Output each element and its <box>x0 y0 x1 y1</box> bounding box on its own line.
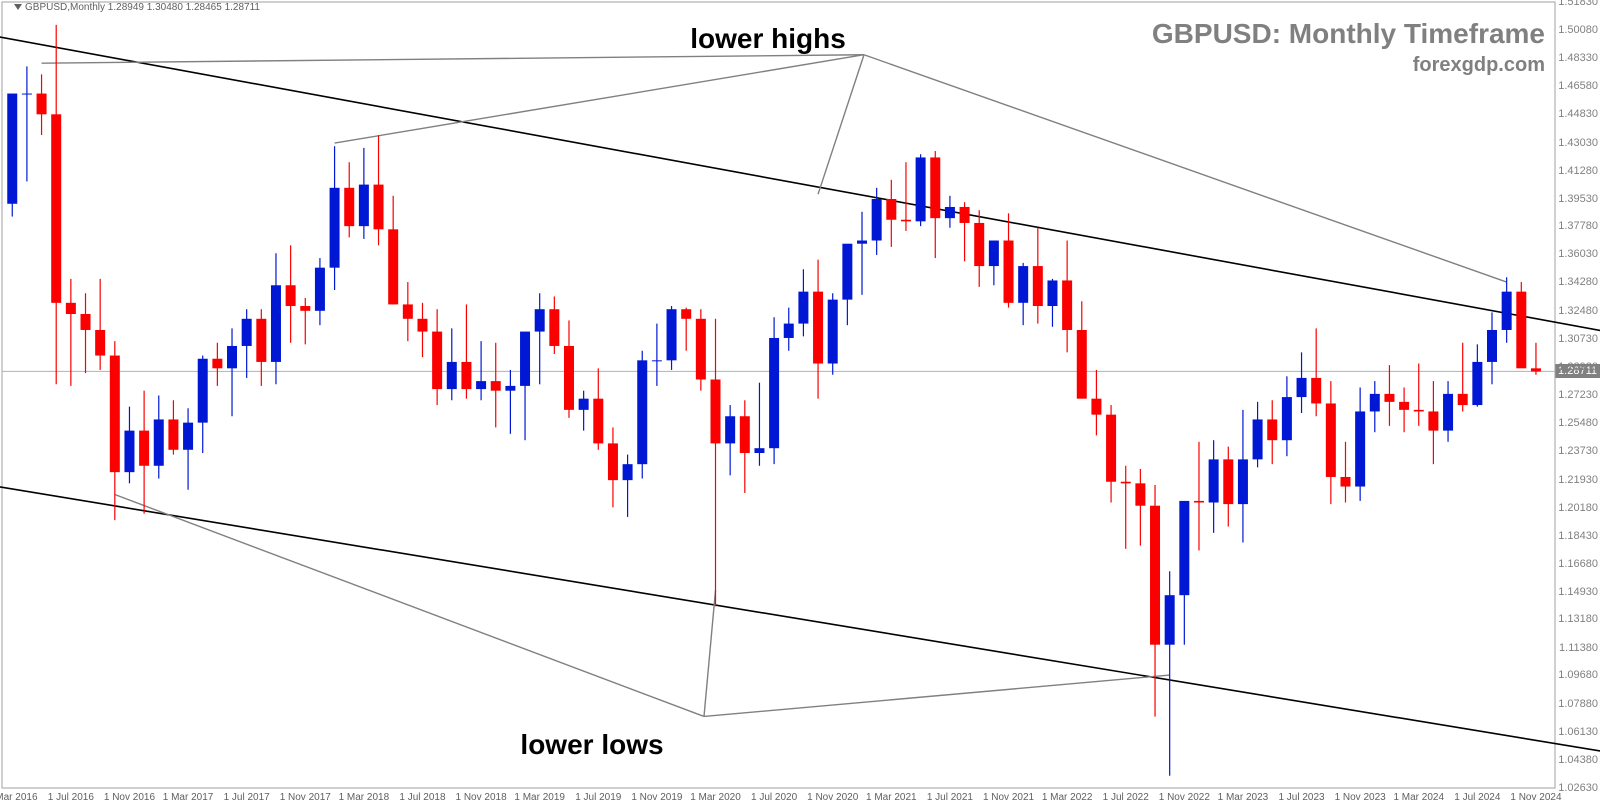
y-axis-tick: 1.41280 <box>1558 165 1598 177</box>
x-axis-tick: 1 Nov 2024 <box>1510 792 1561 803</box>
y-axis-tick: 1.32480 <box>1558 305 1598 317</box>
y-axis-tick: 1.46580 <box>1558 80 1598 92</box>
y-axis-tick: 1.43030 <box>1558 137 1598 149</box>
y-axis-tick: 1.23730 <box>1558 445 1598 457</box>
y-axis-tick: 1.11380 <box>1559 642 1598 654</box>
y-axis-tick: 1.09680 <box>1558 669 1598 681</box>
x-axis-tick: 1 Nov 2017 <box>280 792 331 803</box>
y-axis-tick: 1.36030 <box>1558 248 1598 260</box>
x-axis-tick: 1 Mar 2018 <box>339 792 390 803</box>
x-axis-tick: 1 Jul 2022 <box>1103 792 1149 803</box>
x-axis-tick: 1 Jul 2016 <box>48 792 94 803</box>
y-axis-tick: 1.14930 <box>1558 586 1598 598</box>
x-axis-tick: 1 Nov 2020 <box>807 792 858 803</box>
y-axis-tick: 1.25480 <box>1558 417 1598 429</box>
x-axis-tick: 1 Nov 2016 <box>104 792 155 803</box>
x-axis-tick: 1 Mar 2022 <box>1042 792 1093 803</box>
y-axis-tick: 1.39530 <box>1558 193 1598 205</box>
y-axis-tick: 1.04380 <box>1558 754 1598 766</box>
y-axis-tick: 1.28980 <box>1558 361 1598 373</box>
y-axis-tick: 1.16680 <box>1558 558 1598 570</box>
x-axis-tick: 1 Jul 2019 <box>575 792 621 803</box>
y-axis-tick: 1.50080 <box>1558 24 1598 36</box>
y-axis-tick: 1.30730 <box>1558 333 1598 345</box>
y-axis-tick: 1.13180 <box>1558 613 1598 625</box>
x-axis-tick: 1 Mar 2019 <box>514 792 565 803</box>
x-axis-tick: 1 Jul 2020 <box>751 792 797 803</box>
x-axis-tick: 1 Mar 2021 <box>866 792 917 803</box>
y-axis-tick: 1.20180 <box>1558 502 1598 514</box>
x-axis-tick: 1 Jul 2023 <box>1278 792 1324 803</box>
x-axis-tick: 1 Nov 2023 <box>1335 792 1386 803</box>
y-axis-tick: 1.02630 <box>1558 782 1598 794</box>
y-axis-tick: 1.37780 <box>1558 220 1598 232</box>
x-axis-tick: 1 Jul 2021 <box>927 792 973 803</box>
y-axis-tick: 1.51830 <box>1558 0 1598 8</box>
x-axis-tick: 1 Jul 2018 <box>399 792 445 803</box>
x-axis-tick: 1 Nov 2021 <box>983 792 1034 803</box>
y-axis-tick: 1.44830 <box>1558 108 1598 120</box>
y-axis-tick: 1.06130 <box>1558 726 1598 738</box>
y-axis-tick: 1.48330 <box>1558 52 1598 64</box>
y-axis-tick: 1.18430 <box>1558 530 1598 542</box>
y-axis-tick: 1.07880 <box>1558 698 1598 710</box>
x-axis-tick: 1 Mar 2020 <box>690 792 741 803</box>
x-axis-tick: 1 Mar 2017 <box>163 792 214 803</box>
x-axis-tick: 1 Nov 2022 <box>1159 792 1210 803</box>
x-axis-tick: 1 Nov 2019 <box>631 792 682 803</box>
y-axis-tick: 1.27230 <box>1558 389 1598 401</box>
x-axis-tick: 1 Jul 2017 <box>224 792 270 803</box>
y-axis-tick: 1.34280 <box>1558 276 1598 288</box>
x-axis-tick: 1 Mar 2016 <box>0 792 38 803</box>
x-axis-tick: 1 Jul 2024 <box>1454 792 1500 803</box>
candlestick-chart: GBPUSD,Monthly 1.28949 1.30480 1.28465 1… <box>0 0 1600 805</box>
y-axis-tick: 1.21930 <box>1558 474 1598 486</box>
x-axis-tick: 1 Nov 2018 <box>456 792 507 803</box>
chart-svg <box>0 0 1600 805</box>
x-axis-tick: 1 Mar 2024 <box>1393 792 1444 803</box>
x-axis-tick: 1 Mar 2023 <box>1218 792 1269 803</box>
